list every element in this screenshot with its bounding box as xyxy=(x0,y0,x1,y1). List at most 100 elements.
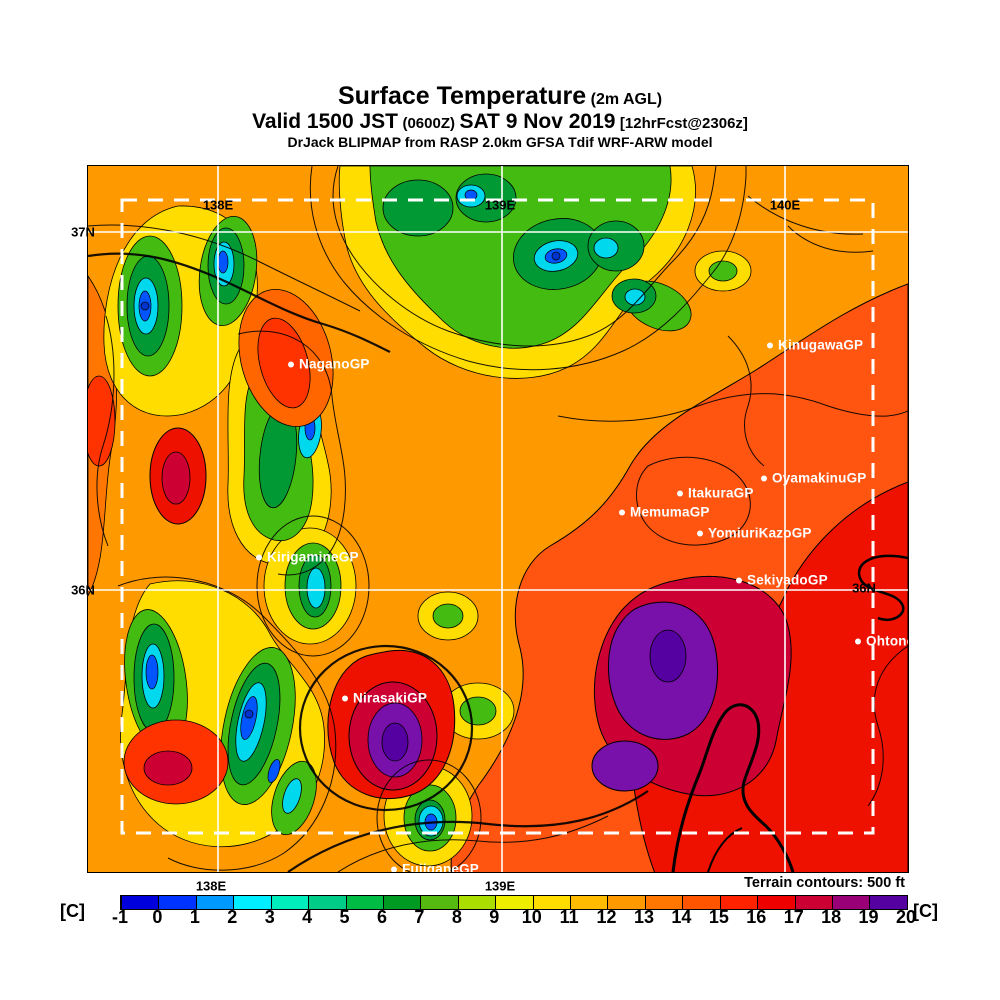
station-marker: OhtoneGP xyxy=(855,634,908,649)
station-marker: YomiuriKazoGP xyxy=(697,526,812,541)
station-label: OyamakinuGP xyxy=(772,470,867,486)
terrain-contours-note: Terrain contours: 500 ft xyxy=(744,875,905,891)
station-label: MemumaGP xyxy=(630,504,710,520)
temperature-field xyxy=(88,166,908,872)
station-label: FujiganeGP xyxy=(402,861,480,873)
graticule-label: 138E xyxy=(195,878,227,894)
station-dot-icon xyxy=(256,554,262,560)
station-label: NaganoGP xyxy=(299,356,370,372)
station-label: ItakuraGP xyxy=(688,485,754,501)
graticule-label: 36N xyxy=(852,580,876,596)
title-block: Surface Temperature (2m AGL) Valid 1500 … xyxy=(0,82,1000,150)
station-marker: NaganoGP xyxy=(288,357,370,372)
colorbar-tick: 13 xyxy=(633,907,654,927)
colorbar-cell xyxy=(532,896,571,909)
colorbar-tick: 5 xyxy=(339,907,350,927)
colorbar-tick: 2 xyxy=(227,907,238,927)
colorbar-cell xyxy=(570,896,608,909)
graticule-label: 139E xyxy=(484,197,516,213)
station-dot-icon xyxy=(697,530,703,536)
colorbar-tick: 4 xyxy=(302,907,313,927)
colorbar-cell xyxy=(158,896,196,909)
station-dot-icon xyxy=(736,577,742,583)
unit-label-left: [C] xyxy=(60,901,85,921)
colorbar-cell xyxy=(832,896,870,909)
colorbar-tick: 12 xyxy=(596,907,617,927)
colorbar-cell xyxy=(495,896,533,909)
colorbar-cell xyxy=(644,896,683,909)
map-canvas: NaganoGP KinugawaGP OyamakinuGP ItakuraGP Me… xyxy=(87,165,909,873)
station-dot-icon xyxy=(761,475,767,481)
colorbar-cell xyxy=(308,896,346,909)
colorbar-cell xyxy=(794,896,833,909)
valid-zulu: (0600Z) xyxy=(402,115,455,132)
colorbar-tick: -1 xyxy=(111,907,129,927)
colorbar-cell xyxy=(757,896,795,909)
station-label: NirasakiGP xyxy=(353,690,428,706)
page-title: Surface Temperature xyxy=(337,82,587,110)
colorbar-tick: 9 xyxy=(489,907,500,927)
colorbar-cell xyxy=(457,896,496,909)
station-label: OhtoneGP xyxy=(866,633,908,649)
graticule-label: 139E xyxy=(484,878,516,894)
unit-label-right: [C] xyxy=(913,901,938,921)
colorbar-tick: 16 xyxy=(746,907,767,927)
colorbar-tick: 11 xyxy=(559,907,579,927)
station-label: KirigamineGP xyxy=(267,549,359,565)
colorbar-cell xyxy=(195,896,234,909)
temperature-colorbar xyxy=(120,895,908,910)
colorbar-cell xyxy=(121,896,159,909)
colorbar-tick-labels: -1 0 1 2 3 4 5 6 7 8 9 10 11 12 13 xyxy=(112,907,916,929)
valid-date: SAT 9 Nov 2019 xyxy=(459,110,616,133)
station-dot-icon xyxy=(391,866,397,872)
station-marker: SekiyadoGP xyxy=(736,573,828,588)
model-line: DrJack BLIPMAP from RASP 2.0km GFSA Tdif… xyxy=(287,133,713,150)
colorbar-tick: 7 xyxy=(414,907,425,927)
station-dot-icon xyxy=(767,342,773,348)
colorbar-cell xyxy=(607,896,645,909)
station-label: SekiyadoGP xyxy=(747,572,828,588)
station-marker: KinugawaGP xyxy=(767,338,863,353)
colorbar-tick: 3 xyxy=(264,907,275,927)
station-marker: FujiganeGP xyxy=(391,861,480,873)
colorbar-tick: 10 xyxy=(521,907,542,927)
colorbar-cell xyxy=(420,896,458,909)
colorbar-tick: 20 xyxy=(895,907,917,927)
colorbar-cell xyxy=(233,896,271,909)
colorbar-tick: 17 xyxy=(783,907,804,927)
colorbar-cell xyxy=(682,896,720,909)
colorbar-tick: 6 xyxy=(376,907,387,927)
station-label: YomiuriKazoGP xyxy=(708,525,812,541)
colorbar-cell xyxy=(869,896,907,909)
colorbar-tick: 19 xyxy=(858,907,879,927)
colorbar-tick: 8 xyxy=(451,907,462,927)
station-marker: KirigamineGP xyxy=(256,550,359,565)
graticule-label: 138E xyxy=(202,197,234,213)
station-dot-icon xyxy=(619,509,625,515)
page-title-suffix: (2m AGL) xyxy=(590,91,663,108)
graticule-label: 36N xyxy=(71,582,95,598)
valid-time: Valid 1500 JST xyxy=(252,110,398,133)
colorbar-tick: 15 xyxy=(708,907,729,927)
station-marker: NirasakiGP xyxy=(342,691,427,706)
colorbar-cell xyxy=(719,896,758,909)
colorbar-tick: 0 xyxy=(152,907,163,927)
graticule-label: 37N xyxy=(71,224,95,240)
station-dot-icon xyxy=(342,695,348,701)
graticule-label: 140E xyxy=(769,197,801,213)
station-label: KinugawaGP xyxy=(778,337,864,353)
colorbar-tick: 18 xyxy=(821,907,842,927)
colorbar-tick: 1 xyxy=(189,907,200,927)
domain-outline xyxy=(120,198,875,835)
station-dot-icon xyxy=(677,490,683,496)
station-dot-icon xyxy=(288,361,294,367)
station-marker: MemumaGP xyxy=(619,505,710,520)
colorbar-cell xyxy=(345,896,383,909)
forecast-tag: [12hrFcst@2306z] xyxy=(619,115,748,132)
station-dot-icon xyxy=(855,638,861,644)
colorbar-tick: 14 xyxy=(671,907,692,927)
colorbar-cell xyxy=(270,896,309,909)
colorbar-cell xyxy=(382,896,421,909)
station-marker: ItakuraGP xyxy=(677,486,754,501)
